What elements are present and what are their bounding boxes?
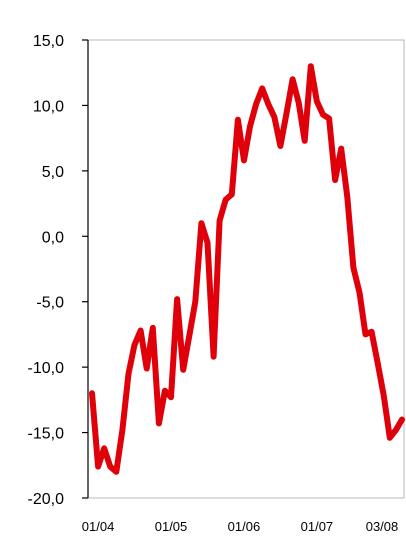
y-tick-label: 10,0 [33,98,64,115]
y-tick-label: -20,0 [28,491,65,508]
y-tick-label: -5,0 [36,295,64,312]
x-tick-label: 01/07 [301,519,334,534]
series-line [89,63,405,475]
y-tick-label: 0,0 [42,229,64,246]
y-ticks: 15,0 10,0 5,0 0,0 -5,0 -10,0 -15,0 -20,0 [28,33,88,508]
x-tick-label: 01/04 [82,519,115,534]
y-tick-label: -15,0 [28,426,65,443]
x-ticks: 01/04 01/05 01/06 01/07 03/08 [82,519,398,534]
series-layer [89,63,405,475]
y-tick-label: -10,0 [28,360,65,377]
x-tick-label: 03/08 [366,519,399,534]
y-tick-label: 15,0 [33,33,64,50]
y-tick-label: 5,0 [42,164,64,181]
x-tick-label: 01/05 [155,519,188,534]
x-tick-label: 01/06 [228,519,261,534]
